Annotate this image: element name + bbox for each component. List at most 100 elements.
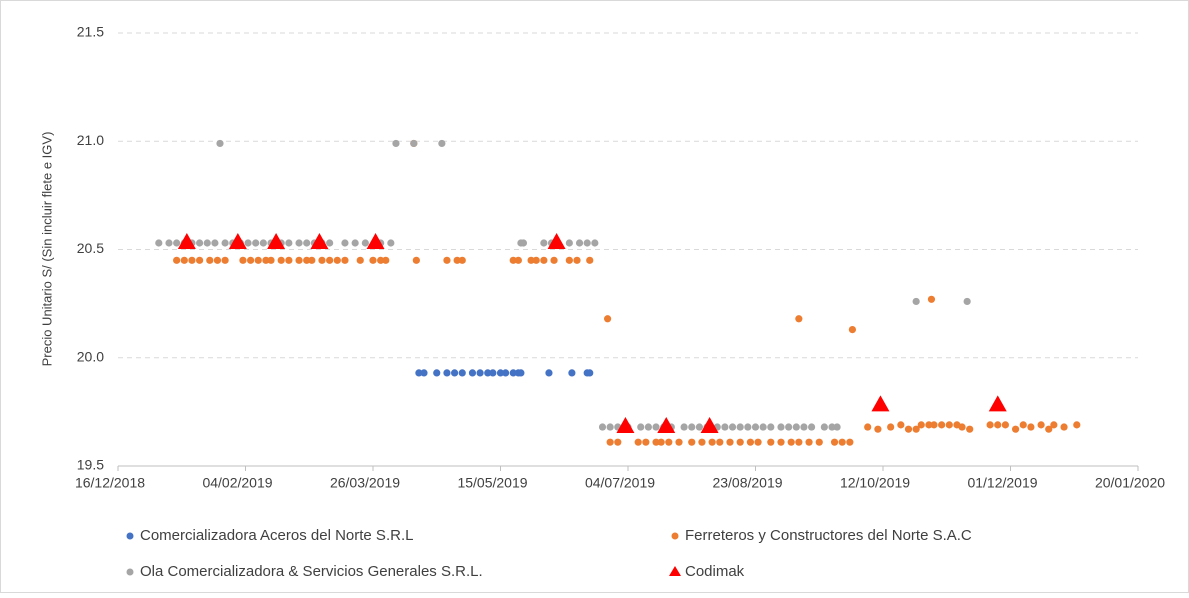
point <box>451 369 459 377</box>
point <box>382 256 390 264</box>
point <box>751 423 760 431</box>
point <box>1045 425 1053 433</box>
point <box>443 369 451 377</box>
point <box>874 425 882 433</box>
point <box>604 315 612 323</box>
point <box>361 239 369 247</box>
point <box>695 423 704 431</box>
y-tick-label: 21.5 <box>77 24 104 40</box>
x-tick-label: 01/12/2019 <box>967 475 1037 491</box>
x-tick-label: 16/12/2018 <box>75 475 145 491</box>
point <box>887 423 895 431</box>
point <box>963 297 971 306</box>
point <box>326 256 334 264</box>
point <box>846 438 854 446</box>
legend-label: Codimak <box>685 563 745 580</box>
point <box>917 421 925 429</box>
point <box>458 256 466 264</box>
point <box>433 369 441 377</box>
point <box>688 423 696 431</box>
point <box>415 369 423 377</box>
point <box>453 256 461 264</box>
point <box>808 423 816 431</box>
point <box>820 423 828 431</box>
point <box>665 438 673 446</box>
point <box>1027 423 1035 431</box>
point <box>326 239 334 247</box>
point <box>988 395 1007 412</box>
point <box>598 423 607 431</box>
point <box>744 423 752 431</box>
point <box>285 239 293 247</box>
point <box>657 417 676 434</box>
point <box>573 256 581 264</box>
point <box>333 256 341 264</box>
point <box>945 421 953 429</box>
point <box>262 256 270 264</box>
point <box>547 233 566 250</box>
point <box>369 256 377 264</box>
point <box>642 438 650 446</box>
point <box>221 256 229 264</box>
point <box>700 417 719 434</box>
point <box>532 256 540 264</box>
x-tick-label: 23/08/2019 <box>712 475 782 491</box>
point <box>443 256 451 264</box>
point <box>871 395 890 412</box>
point <box>165 239 173 247</box>
point <box>726 438 734 446</box>
x-tick-label: 12/10/2019 <box>840 475 910 491</box>
y-axis-title: Precio Unitario S/ (Sin incluir flete e … <box>39 132 54 367</box>
point <box>244 239 252 247</box>
point <box>652 438 660 446</box>
y-tick-label: 21.0 <box>77 132 104 148</box>
point <box>830 438 839 446</box>
point <box>586 256 594 264</box>
point <box>815 438 823 446</box>
point <box>351 239 359 247</box>
point <box>366 233 385 250</box>
point <box>1001 421 1010 429</box>
point <box>341 256 349 264</box>
point <box>657 438 665 446</box>
legend-label: Ferreteros y Constructores del Norte S.A… <box>685 527 972 544</box>
legend-marker <box>671 532 679 540</box>
point <box>644 423 653 431</box>
point <box>583 239 591 247</box>
legend-marker <box>669 566 681 576</box>
point <box>838 438 846 446</box>
point <box>688 438 696 446</box>
point <box>509 369 517 377</box>
point <box>930 421 938 429</box>
point <box>568 369 576 377</box>
y-tick-label: 20.5 <box>77 240 104 256</box>
point <box>777 423 785 431</box>
point <box>586 369 594 377</box>
point <box>550 256 558 264</box>
point <box>517 369 525 377</box>
legend-label: Ola Comercializadora & Servicios General… <box>140 563 483 580</box>
point <box>795 315 803 323</box>
y-tick-label: 19.5 <box>77 457 104 473</box>
point <box>787 438 795 446</box>
point <box>698 438 706 446</box>
point <box>800 423 808 431</box>
point <box>173 239 181 247</box>
point <box>728 423 737 431</box>
point <box>925 421 933 429</box>
point <box>252 239 260 247</box>
x-tick-label: 04/02/2019 <box>202 475 272 491</box>
point <box>341 239 349 247</box>
point <box>206 256 214 264</box>
point <box>591 239 599 247</box>
point <box>575 239 584 247</box>
point <box>438 139 446 148</box>
point <box>540 256 548 264</box>
point <box>502 369 510 377</box>
point <box>986 421 994 429</box>
point <box>196 239 204 247</box>
point <box>716 438 724 446</box>
point <box>606 438 614 446</box>
point <box>736 438 744 446</box>
